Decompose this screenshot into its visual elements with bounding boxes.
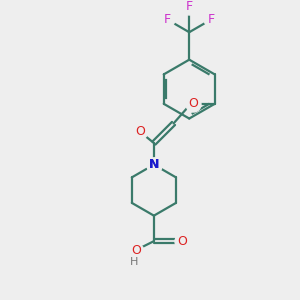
Text: F: F bbox=[208, 13, 215, 26]
Text: O: O bbox=[131, 244, 141, 257]
Text: H: H bbox=[130, 257, 139, 267]
Text: F: F bbox=[186, 0, 193, 13]
Text: N: N bbox=[149, 158, 159, 171]
Text: O: O bbox=[188, 97, 198, 110]
Text: O: O bbox=[135, 125, 145, 138]
Text: F: F bbox=[164, 13, 171, 26]
Text: O: O bbox=[177, 235, 187, 248]
Text: N: N bbox=[149, 158, 159, 171]
